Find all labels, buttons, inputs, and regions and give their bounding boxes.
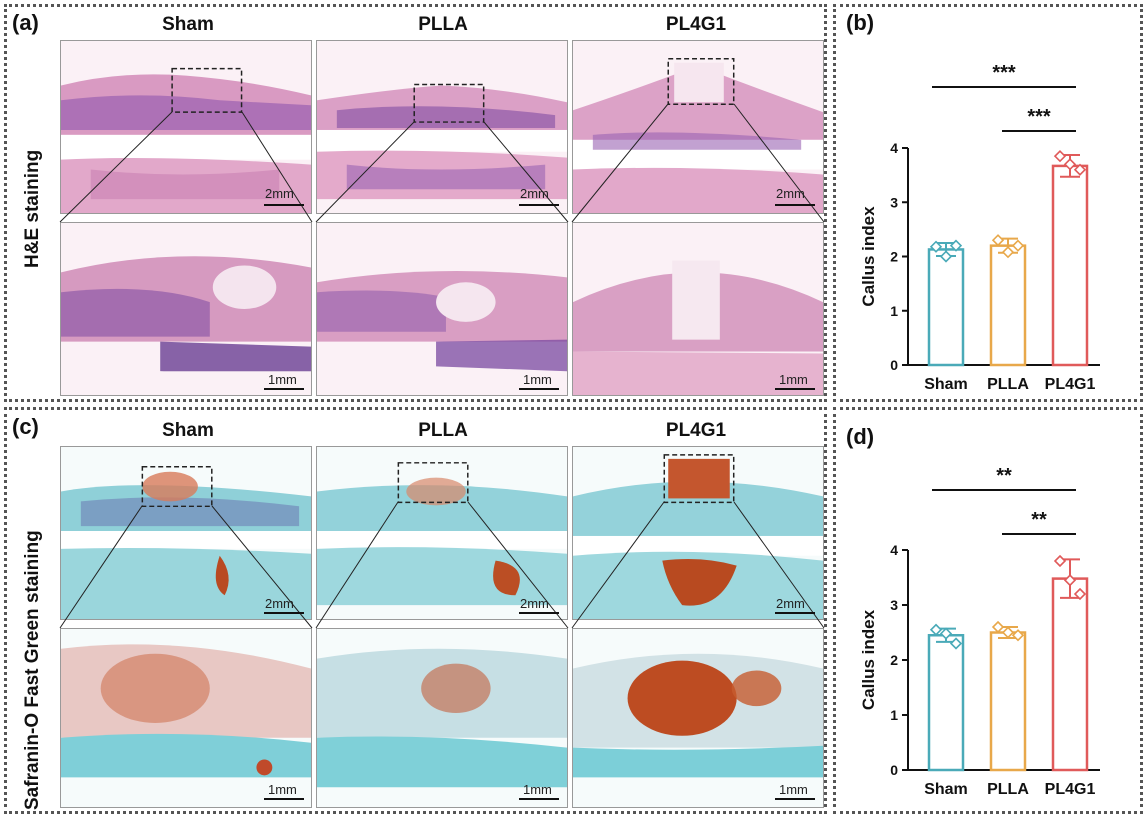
he-row-label: H&E staining [22, 149, 43, 268]
he-plla-scalebar-bottom [519, 388, 559, 390]
sofg-plla-scalebar-top [519, 612, 559, 614]
sofg-pl4g1-scalebar-top [775, 612, 815, 614]
sofg-plla-scale-top: 2mm [520, 596, 549, 611]
chart-d-ytick-label-3: 3 [890, 597, 898, 613]
chart-b-sig-label-0: *** [992, 62, 1016, 84]
chart-b-ytick-label-0: 0 [890, 357, 898, 373]
sofg-pl4g1-overview [572, 446, 824, 620]
he-sham-zoom [60, 222, 312, 396]
chart-d-ytick-label-2: 2 [890, 652, 898, 668]
sofg-plla-scale-bottom: 1mm [523, 782, 552, 797]
he-plla-scale-bottom: 1mm [523, 372, 552, 387]
panel-a-label: (a) [12, 10, 39, 35]
chart-d-point-pl4g1-0 [1053, 554, 1067, 568]
chart-d: 0 1 2 3 4 Callus index Sham PLLA PL4G1 ** ** [838, 450, 1138, 808]
he-plla-zoom [316, 222, 568, 396]
chart-d-point-plla-0 [991, 620, 1005, 634]
chart-b-ytick-label-2: 2 [890, 249, 898, 265]
sofg-sham-scalebar-bottom [264, 798, 304, 800]
chart-b-ytick-label-4: 4 [890, 140, 898, 156]
chart-b-point-sham-0 [929, 240, 943, 253]
chart-d-point-pl4g1-2 [1063, 574, 1077, 587]
sofg-pl4g1-zoom [572, 628, 824, 808]
chart-b-xtick-label-sham: Sham [924, 376, 968, 393]
chart-b-sig-label-1: *** [1027, 106, 1051, 128]
panel-b-label: (b) [846, 10, 875, 35]
chart-d-point-plla-1 [1011, 629, 1025, 642]
sofg-col-pl4g1: PL4G1 [665, 420, 727, 441]
panel-a-box [4, 4, 827, 402]
chart-d-point-sham-1 [949, 637, 963, 650]
chart-d-ytick-label-1: 1 [890, 707, 898, 723]
chart-b-bar-pl4g1 [1051, 164, 1089, 367]
sofg-row-label: Safranin-O Fast Green staining [22, 530, 43, 810]
he-plla-scale-top: 2mm [520, 186, 549, 201]
sofg-sham-scale-bottom: 1mm [268, 782, 297, 797]
he-sham-scale-bottom: 1mm [268, 372, 297, 387]
panel-d-box [833, 407, 1143, 814]
chart-b: 0 1 2 3 4 Callus index Sham PLLA PL4G1 *** *** [838, 40, 1138, 398]
chart-b-bar-sham [927, 248, 965, 367]
chart-d-ylabel: Callus index [859, 609, 878, 710]
chart-d-point-plla-2 [1001, 626, 1015, 639]
sofg-col-sham: Sham [162, 420, 214, 441]
chart-d-point-sham-0 [929, 623, 943, 636]
he-sham-scalebar-top [264, 204, 304, 206]
sofg-sham-scalebar-top [264, 612, 304, 614]
chart-d-ytick-label-0: 0 [890, 762, 898, 778]
chart-b-ytick-label-3: 3 [890, 194, 898, 210]
chart-b-svg: 0 1 2 3 4 Callus index Sham PLLA PL4G1 *** *** [859, 62, 1100, 393]
sofg-col-plla: PLLA [418, 420, 468, 441]
sofg-pl4g1-scale-top: 2mm [776, 596, 805, 611]
chart-d-point-pl4g1-1 [1073, 587, 1087, 601]
chart-b-xtick-label-plla: PLLA [987, 376, 1029, 393]
chart-d-svg: 0 1 2 3 4 Callus index Sham PLLA PL4G1 ** ** [859, 465, 1100, 798]
he-col-pl4g1: PL4G1 [665, 14, 727, 35]
he-plla-scalebar-top [519, 204, 559, 206]
he-col-sham: Sham [162, 14, 214, 35]
chart-d-point-sham-2 [939, 627, 953, 640]
panel-b-box [833, 4, 1143, 402]
chart-b-ytick-label-1: 1 [890, 303, 898, 319]
chart-b-point-sham-2 [939, 250, 953, 263]
chart-b-point-plla-1 [1011, 239, 1025, 252]
chart-d-xtick-label-sham: Sham [924, 781, 968, 798]
chart-b-bar-plla [989, 244, 1027, 367]
chart-d-sig-label-0: ** [996, 465, 1012, 487]
chart-d-xtick-label-plla: PLLA [987, 781, 1029, 798]
chart-b-point-plla-2 [1001, 246, 1015, 259]
chart-b-point-pl4g1-0 [1053, 150, 1067, 163]
sofg-sham-scale-top: 2mm [265, 596, 294, 611]
he-col-plla: PLLA [418, 14, 468, 35]
he-sham-scale-top: 2mm [265, 186, 294, 201]
chart-d-ytick-label-4: 4 [890, 542, 898, 558]
he-pl4g1-scale-top: 2mm [776, 186, 805, 201]
sofg-plla-overview [316, 446, 568, 620]
sofg-plla-zoom [316, 628, 568, 808]
chart-d-bar-pl4g1 [1051, 577, 1089, 772]
chart-b-xtick-label-pl4g1: PL4G1 [1045, 376, 1096, 393]
chart-d-sig-label-1: ** [1031, 509, 1047, 531]
chart-d-bar-plla [989, 631, 1027, 772]
he-pl4g1-zoom [572, 222, 824, 396]
chart-b-ylabel: Callus index [859, 206, 878, 307]
chart-b-point-pl4g1-2 [1063, 158, 1077, 171]
sofg-pl4g1-scalebar-bottom [775, 798, 815, 800]
he-pl4g1-scalebar-bottom [775, 388, 815, 390]
panel-d-label: (d) [846, 424, 875, 449]
he-pl4g1-scale-bottom: 1mm [779, 372, 808, 387]
chart-b-point-sham-1 [949, 239, 963, 252]
he-sham-scalebar-bottom [264, 388, 304, 390]
chart-d-xtick-label-pl4g1: PL4G1 [1045, 781, 1096, 798]
chart-d-bar-sham [927, 634, 965, 772]
sofg-pl4g1-scale-bottom: 1mm [779, 782, 808, 797]
sofg-plla-scalebar-bottom [519, 798, 559, 800]
sofg-sham-overview [60, 446, 312, 620]
panel-c-label: (c) [12, 414, 39, 439]
sofg-sham-zoom [60, 628, 312, 808]
he-pl4g1-scalebar-top [775, 204, 815, 206]
chart-b-point-pl4g1-1 [1073, 163, 1087, 176]
panel-c-box [4, 407, 827, 814]
chart-b-point-plla-0 [991, 234, 1005, 247]
